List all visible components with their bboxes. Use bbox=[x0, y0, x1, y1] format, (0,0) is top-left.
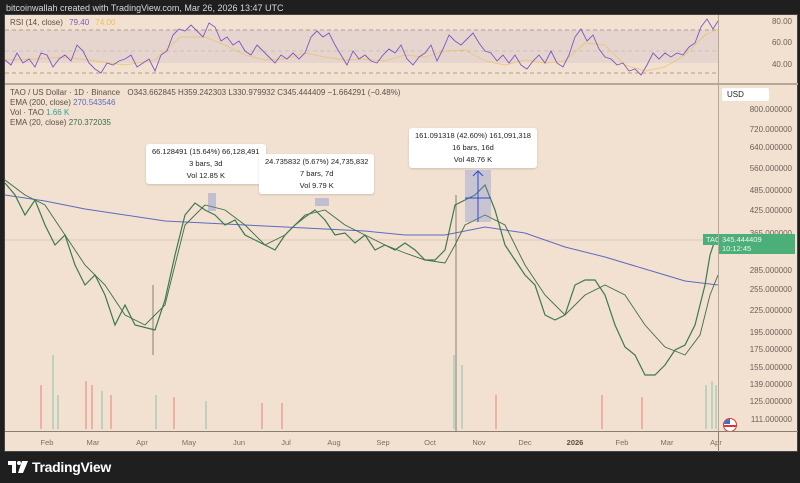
price-axis[interactable]: USD 800.000000 720.000000 640.000000 560… bbox=[718, 85, 798, 431]
tooltip-change: 66.128491 (15.64%) 66,128,491 bbox=[152, 147, 260, 156]
rsi-axis-label: 40.00 bbox=[771, 60, 792, 69]
rsi-ma-value: 74.00 bbox=[95, 18, 116, 27]
price-label: 425.000000 bbox=[749, 206, 792, 215]
price-label: 155.000000 bbox=[749, 363, 792, 372]
price-label: 285.000000 bbox=[749, 266, 792, 275]
measure-tooltip-3: 161.091318 (42.60%) 161,091,318 16 bars,… bbox=[409, 128, 537, 168]
price-legend: TAO / US Dollar · 1D · Binance O343.6628… bbox=[10, 88, 400, 128]
measure-tooltip-2: 24.735832 (5.67%) 24,735,832 7 bars, 7d … bbox=[259, 154, 375, 194]
price-label: 195.000000 bbox=[749, 328, 792, 337]
tooltip-change: 24.735832 (5.67%) 24,735,832 bbox=[265, 157, 369, 166]
time-label: Sep bbox=[376, 438, 390, 447]
chart-attribution: bitcoinwallah created with TradingView.c… bbox=[6, 3, 284, 13]
ohlc-values: O343.662845 H359.242303 L330.979932 C345… bbox=[127, 88, 401, 97]
currency-selector[interactable]: USD bbox=[722, 88, 769, 101]
tradingview-logo-icon bbox=[8, 461, 28, 473]
price-plot bbox=[5, 170, 718, 431]
tooltip-bars: 16 bars, 16d bbox=[452, 143, 494, 152]
rsi-axis-label: 80.00 bbox=[771, 17, 792, 26]
vol-value: 1.66 K bbox=[46, 108, 70, 117]
ema200-value: 270.543546 bbox=[73, 98, 116, 107]
time-label: Feb bbox=[615, 438, 629, 447]
time-label: Feb bbox=[40, 438, 54, 447]
rsi-axis-label: 60.00 bbox=[771, 38, 792, 47]
time-label: Dec bbox=[518, 438, 532, 447]
ema20-label: EMA (20, close) bbox=[10, 118, 67, 127]
tradingview-brand: TradingView bbox=[32, 459, 111, 475]
rsi-axis[interactable]: 80.00 60.00 40.00 bbox=[718, 15, 798, 85]
measure-box-1 bbox=[208, 193, 216, 211]
time-label: Jul bbox=[281, 438, 291, 447]
rsi-label: RSI (14, close) bbox=[10, 18, 63, 27]
price-label: 560.000000 bbox=[749, 164, 792, 173]
price-label: 255.000000 bbox=[749, 285, 792, 294]
current-price-tag: 345.444409 10:12:45 bbox=[719, 234, 795, 254]
time-label: Oct bbox=[424, 438, 436, 447]
rsi-pane[interactable]: RSI (14, close) 79.40 74.00 bbox=[5, 15, 718, 85]
time-label: Jun bbox=[232, 438, 246, 447]
symbol-line: TAO / US Dollar · 1D · Binance bbox=[10, 88, 121, 97]
rsi-value: 79.40 bbox=[69, 18, 90, 27]
axis-corner bbox=[718, 431, 798, 452]
time-label-year: 2026 bbox=[566, 438, 584, 447]
volume-bars bbox=[40, 355, 717, 429]
tooltip-bars: 7 bars, 7d bbox=[300, 169, 334, 178]
measure-box-2 bbox=[315, 198, 329, 206]
measure-tooltip-1: 66.128491 (15.64%) 66,128,491 3 bars, 3d… bbox=[146, 144, 266, 184]
price-label: 225.000000 bbox=[749, 306, 792, 315]
price-label: 365.000000 bbox=[750, 229, 792, 238]
price-label: 485.000000 bbox=[749, 186, 792, 195]
time-label: Mar bbox=[660, 438, 674, 447]
rsi-legend: RSI (14, close) 79.40 74.00 bbox=[10, 18, 115, 27]
time-axis[interactable]: Feb Mar Apr May Jun Jul Aug Sep Oct Nov … bbox=[5, 431, 722, 452]
tooltip-volume: Vol 48.76 K bbox=[453, 155, 493, 164]
current-price: 345.444409 bbox=[722, 235, 762, 244]
price-label: 800.000000 bbox=[749, 105, 792, 114]
price-pane[interactable]: TAO / US Dollar · 1D · Binance O343.6628… bbox=[5, 85, 740, 432]
time-label: Nov bbox=[472, 438, 486, 447]
tradingview-logo[interactable]: TradingView bbox=[8, 459, 111, 475]
ema200-label: EMA (200, close) bbox=[10, 98, 71, 107]
tooltip-volume: Vol 9.79 K bbox=[299, 181, 334, 190]
bar-countdown: 10:12:45 bbox=[722, 244, 752, 253]
chart-frame[interactable]: RSI (14, close) 79.40 74.00 80.00 60.00 … bbox=[4, 14, 798, 452]
time-label: Mar bbox=[86, 438, 100, 447]
ema20-value: 270.372035 bbox=[68, 118, 111, 127]
vol-label: Vol · TAO bbox=[10, 108, 44, 117]
price-label: 111.000000 bbox=[750, 415, 792, 424]
time-label: Aug bbox=[327, 438, 341, 447]
tooltip-change: 161.091318 (42.60%) 161,091,318 bbox=[415, 131, 531, 140]
price-label: 175.000000 bbox=[749, 345, 792, 354]
tooltip-bars: 3 bars, 3d bbox=[189, 159, 223, 168]
time-label: Apr bbox=[710, 438, 722, 447]
tooltip-volume: Vol 12.85 K bbox=[186, 171, 225, 180]
price-label: 720.000000 bbox=[749, 125, 792, 134]
price-label: 125.000000 bbox=[749, 397, 792, 406]
time-label: Apr bbox=[136, 438, 148, 447]
time-label: May bbox=[181, 438, 197, 447]
rsi-plot bbox=[5, 18, 718, 76]
price-label: 139.000000 bbox=[749, 380, 792, 389]
price-label: 640.000000 bbox=[749, 143, 792, 152]
